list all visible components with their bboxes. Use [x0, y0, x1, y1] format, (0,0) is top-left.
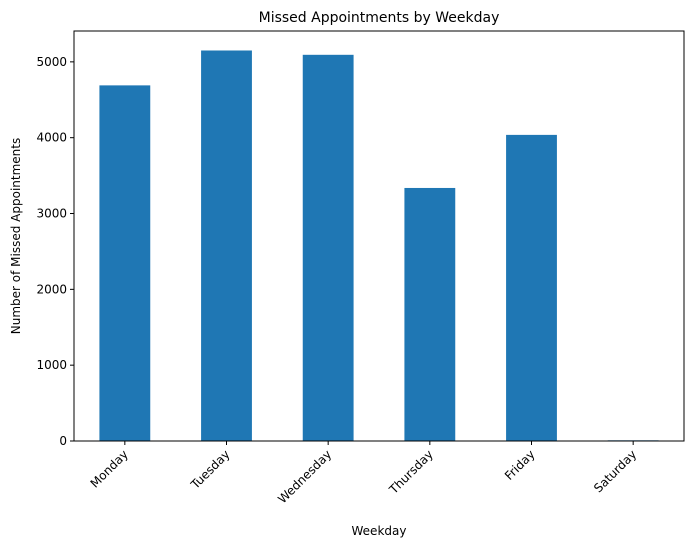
x-axis: Monday Tuesday Wednesday Thursday Friday Satu… [88, 441, 639, 506]
y-tick-label-3000: 3000 [36, 207, 67, 221]
y-axis-label: Number of Missed Appointments [9, 138, 23, 334]
x-tick-label-saturday: Saturday [591, 447, 639, 495]
x-tick-label-monday: Monday [88, 447, 131, 490]
plot-frame [73, 30, 685, 442]
bar-tuesday [201, 50, 252, 441]
y-tick-label-1000: 1000 [36, 358, 67, 372]
bars [99, 50, 659, 441]
x-tick-label-tuesday: Tuesday [187, 447, 232, 492]
x-axis-label: Weekday [352, 524, 407, 538]
x-tick-label-thursday: Thursday [386, 447, 436, 497]
x-tick-label-friday: Friday [502, 447, 538, 483]
bar-friday [506, 134, 557, 441]
chart-title: Missed Appointments by Weekday [259, 10, 500, 26]
bar-monday [99, 85, 151, 441]
y-tick-label-0: 0 [59, 434, 67, 448]
bar-wednesday [302, 54, 354, 441]
y-axis: 0 1000 2000 3000 4000 5000 [36, 55, 74, 448]
y-tick-label-4000: 4000 [36, 131, 67, 145]
y-tick-label-5000: 5000 [36, 55, 67, 69]
x-tick-label-wednesday: Wednesday [275, 447, 334, 506]
y-tick-label-2000: 2000 [36, 282, 67, 296]
bar-thursday [404, 187, 456, 441]
